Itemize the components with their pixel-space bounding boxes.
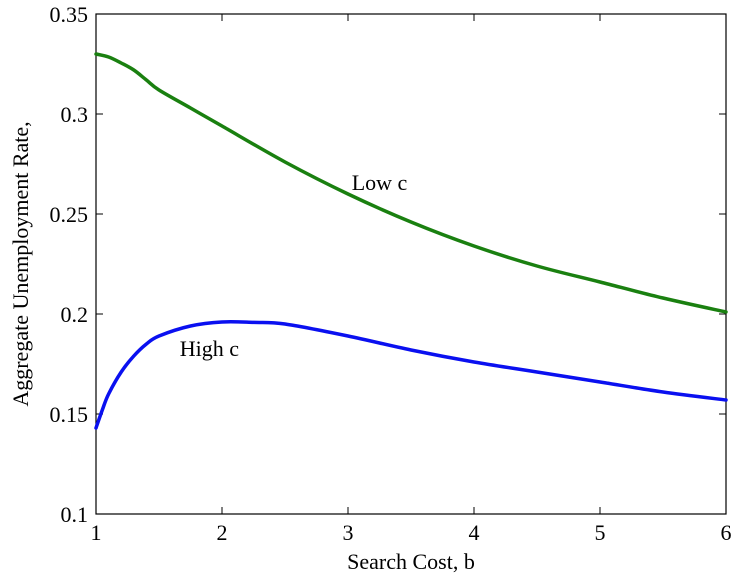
annotation-low-c: Low c [352,170,408,195]
x-tick-label: 5 [595,520,606,545]
y-tick-label: 0.35 [50,2,89,27]
y-tick-label: 0.2 [61,302,89,327]
series-line-high-c [94,320,728,430]
y-tick-label: 0.3 [61,102,89,127]
x-tick-label: 2 [217,520,228,545]
x-tick-label: 3 [343,520,354,545]
x-tick-label: 6 [721,520,732,545]
annotation-high-c: High c [180,336,240,361]
plot-frame [95,13,727,515]
x-tick-label: 4 [469,520,480,545]
x-axis-label: Search Cost, b [347,549,475,574]
plot-area: 1 2 3 4 5 6 0.1 0.15 0.2 0.25 0.3 0.35 Low c High c [50,2,732,545]
y-tick-label: 0.25 [50,202,89,227]
x-tick-label: 1 [91,520,102,545]
y-tick-label: 0.15 [50,402,89,427]
series-line-low-c [94,52,728,314]
y-axis-label: Aggregate Unemployment Rate, [8,121,33,406]
y-tick-label: 0.1 [61,502,89,527]
